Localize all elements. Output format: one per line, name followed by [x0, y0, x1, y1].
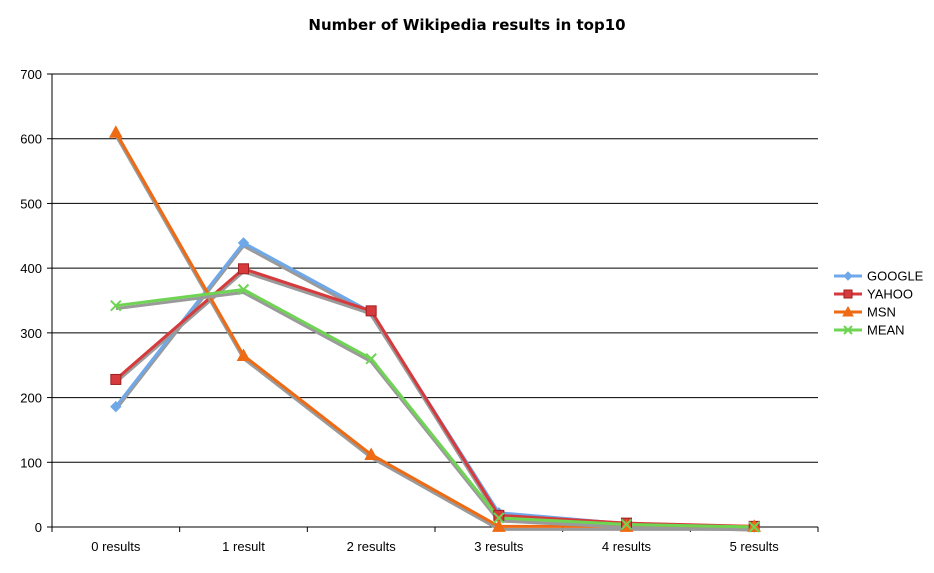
data-point-yahoo: [365, 305, 377, 317]
data-point-mean: [365, 353, 377, 365]
data-point-google: [237, 237, 250, 249]
y-tick-label: 0: [35, 520, 42, 535]
x-tick-label: 2 results: [347, 539, 397, 554]
series-markers: [108, 125, 762, 533]
data-point-msn: [364, 447, 379, 461]
y-tick-label: 400: [20, 261, 42, 276]
data-point-mean: [110, 299, 122, 312]
data-point-msn: [236, 348, 251, 362]
series-line-msn: [114, 131, 755, 528]
x-tick-label: 4 results: [602, 539, 652, 554]
data-point-msn: [108, 125, 123, 138]
legend-label: MSN: [867, 305, 896, 320]
x-tick-label: 0 results: [91, 539, 141, 554]
legend-item-google: GOOGLE: [834, 269, 924, 284]
marker-stroke: [237, 283, 250, 296]
marker-stroke: [110, 299, 122, 312]
legend-label: GOOGLE: [867, 269, 924, 284]
series-line-mean: [115, 287, 755, 529]
data-point-yahoo: [110, 373, 122, 385]
legend-label: MEAN: [867, 323, 905, 338]
y-tick-label: 700: [20, 67, 42, 82]
y-tick-label: 300: [20, 326, 42, 341]
series-shadow-mean: [115, 290, 755, 532]
data-point-google: [110, 400, 122, 413]
legend: GOOGLE YAHOO MSN MEAN: [834, 269, 924, 338]
chart-title: Number of Wikipedia results in top10: [308, 16, 626, 34]
marker-stroke: [748, 521, 760, 533]
data-point-msn: [491, 519, 506, 532]
axes: 0 100 200 300 400 500 600 700 0 results 1 result 2…: [20, 67, 819, 554]
data-point-mean: [748, 521, 760, 533]
marker-stroke: [843, 325, 853, 335]
data-point-yahoo: [238, 263, 249, 275]
y-tick-label: 100: [20, 455, 42, 470]
legend-item-mean: MEAN: [834, 323, 905, 338]
x-tick-label: 5 results: [730, 539, 780, 554]
series-shadow-msn: [114, 134, 755, 531]
legend-swatch-marker: [842, 305, 854, 317]
data-point-mean: [237, 283, 250, 296]
legend-swatch-marker: [843, 325, 853, 335]
legend-item-yahoo: YAHOO: [834, 287, 913, 302]
legend-item-msn: MSN: [834, 305, 896, 320]
legend-label: YAHOO: [867, 287, 913, 302]
marker-stroke: [365, 353, 377, 365]
y-tick-label: 200: [20, 391, 42, 406]
x-tick-label: 1 result: [222, 539, 265, 554]
series-lines: [114, 131, 755, 532]
y-tick-label: 600: [20, 132, 42, 147]
data-point-mean: [493, 512, 505, 524]
series-line-google: [114, 241, 755, 529]
marker-stroke: [620, 518, 633, 531]
series-shadow-google: [114, 244, 755, 532]
y-tick-label: 500: [20, 196, 42, 211]
legend-swatch-marker: [843, 271, 853, 281]
x-tick-label: 3 results: [474, 539, 524, 554]
legend-swatch-marker: [843, 289, 853, 299]
marker-stroke: [493, 512, 505, 524]
data-point-mean: [620, 518, 633, 531]
